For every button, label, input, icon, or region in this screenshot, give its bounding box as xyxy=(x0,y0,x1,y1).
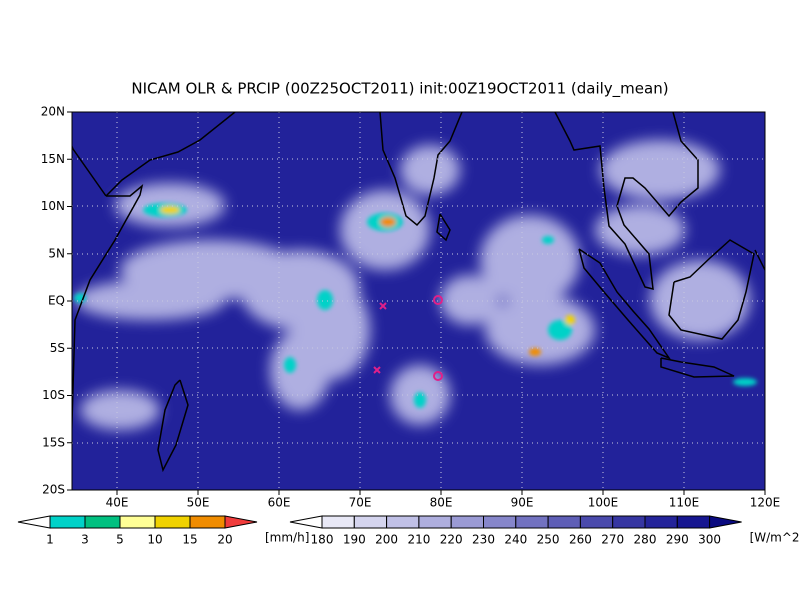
legend-label: 230 xyxy=(472,533,495,547)
markers xyxy=(373,295,443,381)
x-tick-label: 80E xyxy=(430,496,453,510)
legend-swatch xyxy=(450,515,485,529)
legend-label: 280 xyxy=(634,533,657,547)
legend-swatch xyxy=(119,515,156,529)
legend-label: 5 xyxy=(116,533,124,547)
y-tick-label: 15S xyxy=(42,435,65,449)
x-tick-label: 100E xyxy=(588,496,619,510)
y-tick-label: 5S xyxy=(50,341,65,355)
legend-arrow xyxy=(289,515,323,529)
legend-label: 210 xyxy=(407,533,430,547)
x-tick-label: 90E xyxy=(511,496,534,510)
y-tick-label: 20S xyxy=(42,483,65,497)
legend-label: 260 xyxy=(569,533,592,547)
y-tick-label: 10S xyxy=(42,388,65,402)
legend-label: 290 xyxy=(666,533,689,547)
legend-swatch xyxy=(579,515,614,529)
y-tick-label: EQ xyxy=(48,294,65,308)
legend-label: 20 xyxy=(217,533,232,547)
legend-swatch xyxy=(676,515,711,529)
legend-label: 1 xyxy=(46,533,54,547)
legend-arrow xyxy=(709,515,742,529)
legend-label: 220 xyxy=(440,533,463,547)
x-tick-label: 70E xyxy=(349,496,372,510)
legend-swatch xyxy=(154,515,191,529)
legend-swatch xyxy=(612,515,646,529)
legend-label: 10 xyxy=(147,533,162,547)
legend-swatch xyxy=(483,515,517,529)
legend-swatch xyxy=(515,515,549,529)
legend-swatch xyxy=(189,515,226,529)
legend-swatch xyxy=(547,515,581,529)
y-tick-label: 5N xyxy=(48,246,65,260)
y-tick-label: 20N xyxy=(41,105,65,119)
legend-unit: [W/m^2] xyxy=(750,531,800,545)
y-tick-label: 10N xyxy=(41,199,65,213)
legend-label: 3 xyxy=(81,533,89,547)
legend-swatch xyxy=(644,515,678,529)
x-tick-label: 50E xyxy=(187,496,210,510)
x-tick-label: 110E xyxy=(669,496,700,510)
legend-swatch xyxy=(386,515,420,529)
x-tick-label: 40E xyxy=(106,496,129,510)
title: NICAM OLR & PRCIP (00Z25OCT2011) init:00… xyxy=(131,80,668,99)
legend-label: 300 xyxy=(698,533,721,547)
legend-arrow xyxy=(17,515,51,529)
legend-label: 180 xyxy=(311,533,334,547)
legend-label: 250 xyxy=(537,533,560,547)
x-tick-label: 60E xyxy=(268,496,291,510)
legend-label: 200 xyxy=(375,533,398,547)
legend-label: 270 xyxy=(601,533,624,547)
legend-arrow xyxy=(224,515,258,529)
legend-unit: [mm/h] xyxy=(265,531,309,545)
legend-swatch xyxy=(84,515,121,529)
legend-swatch xyxy=(321,515,355,529)
legend-label: 240 xyxy=(504,533,527,547)
legend-label: 190 xyxy=(343,533,366,547)
x-tick-label: 120E xyxy=(750,496,781,510)
legend-label: 15 xyxy=(182,533,197,547)
legend-swatch xyxy=(49,515,86,529)
legend-swatch xyxy=(353,515,388,529)
y-tick-label: 15N xyxy=(41,152,65,166)
grid-lines xyxy=(72,112,765,490)
legend-swatch xyxy=(418,515,452,529)
map xyxy=(72,112,765,490)
